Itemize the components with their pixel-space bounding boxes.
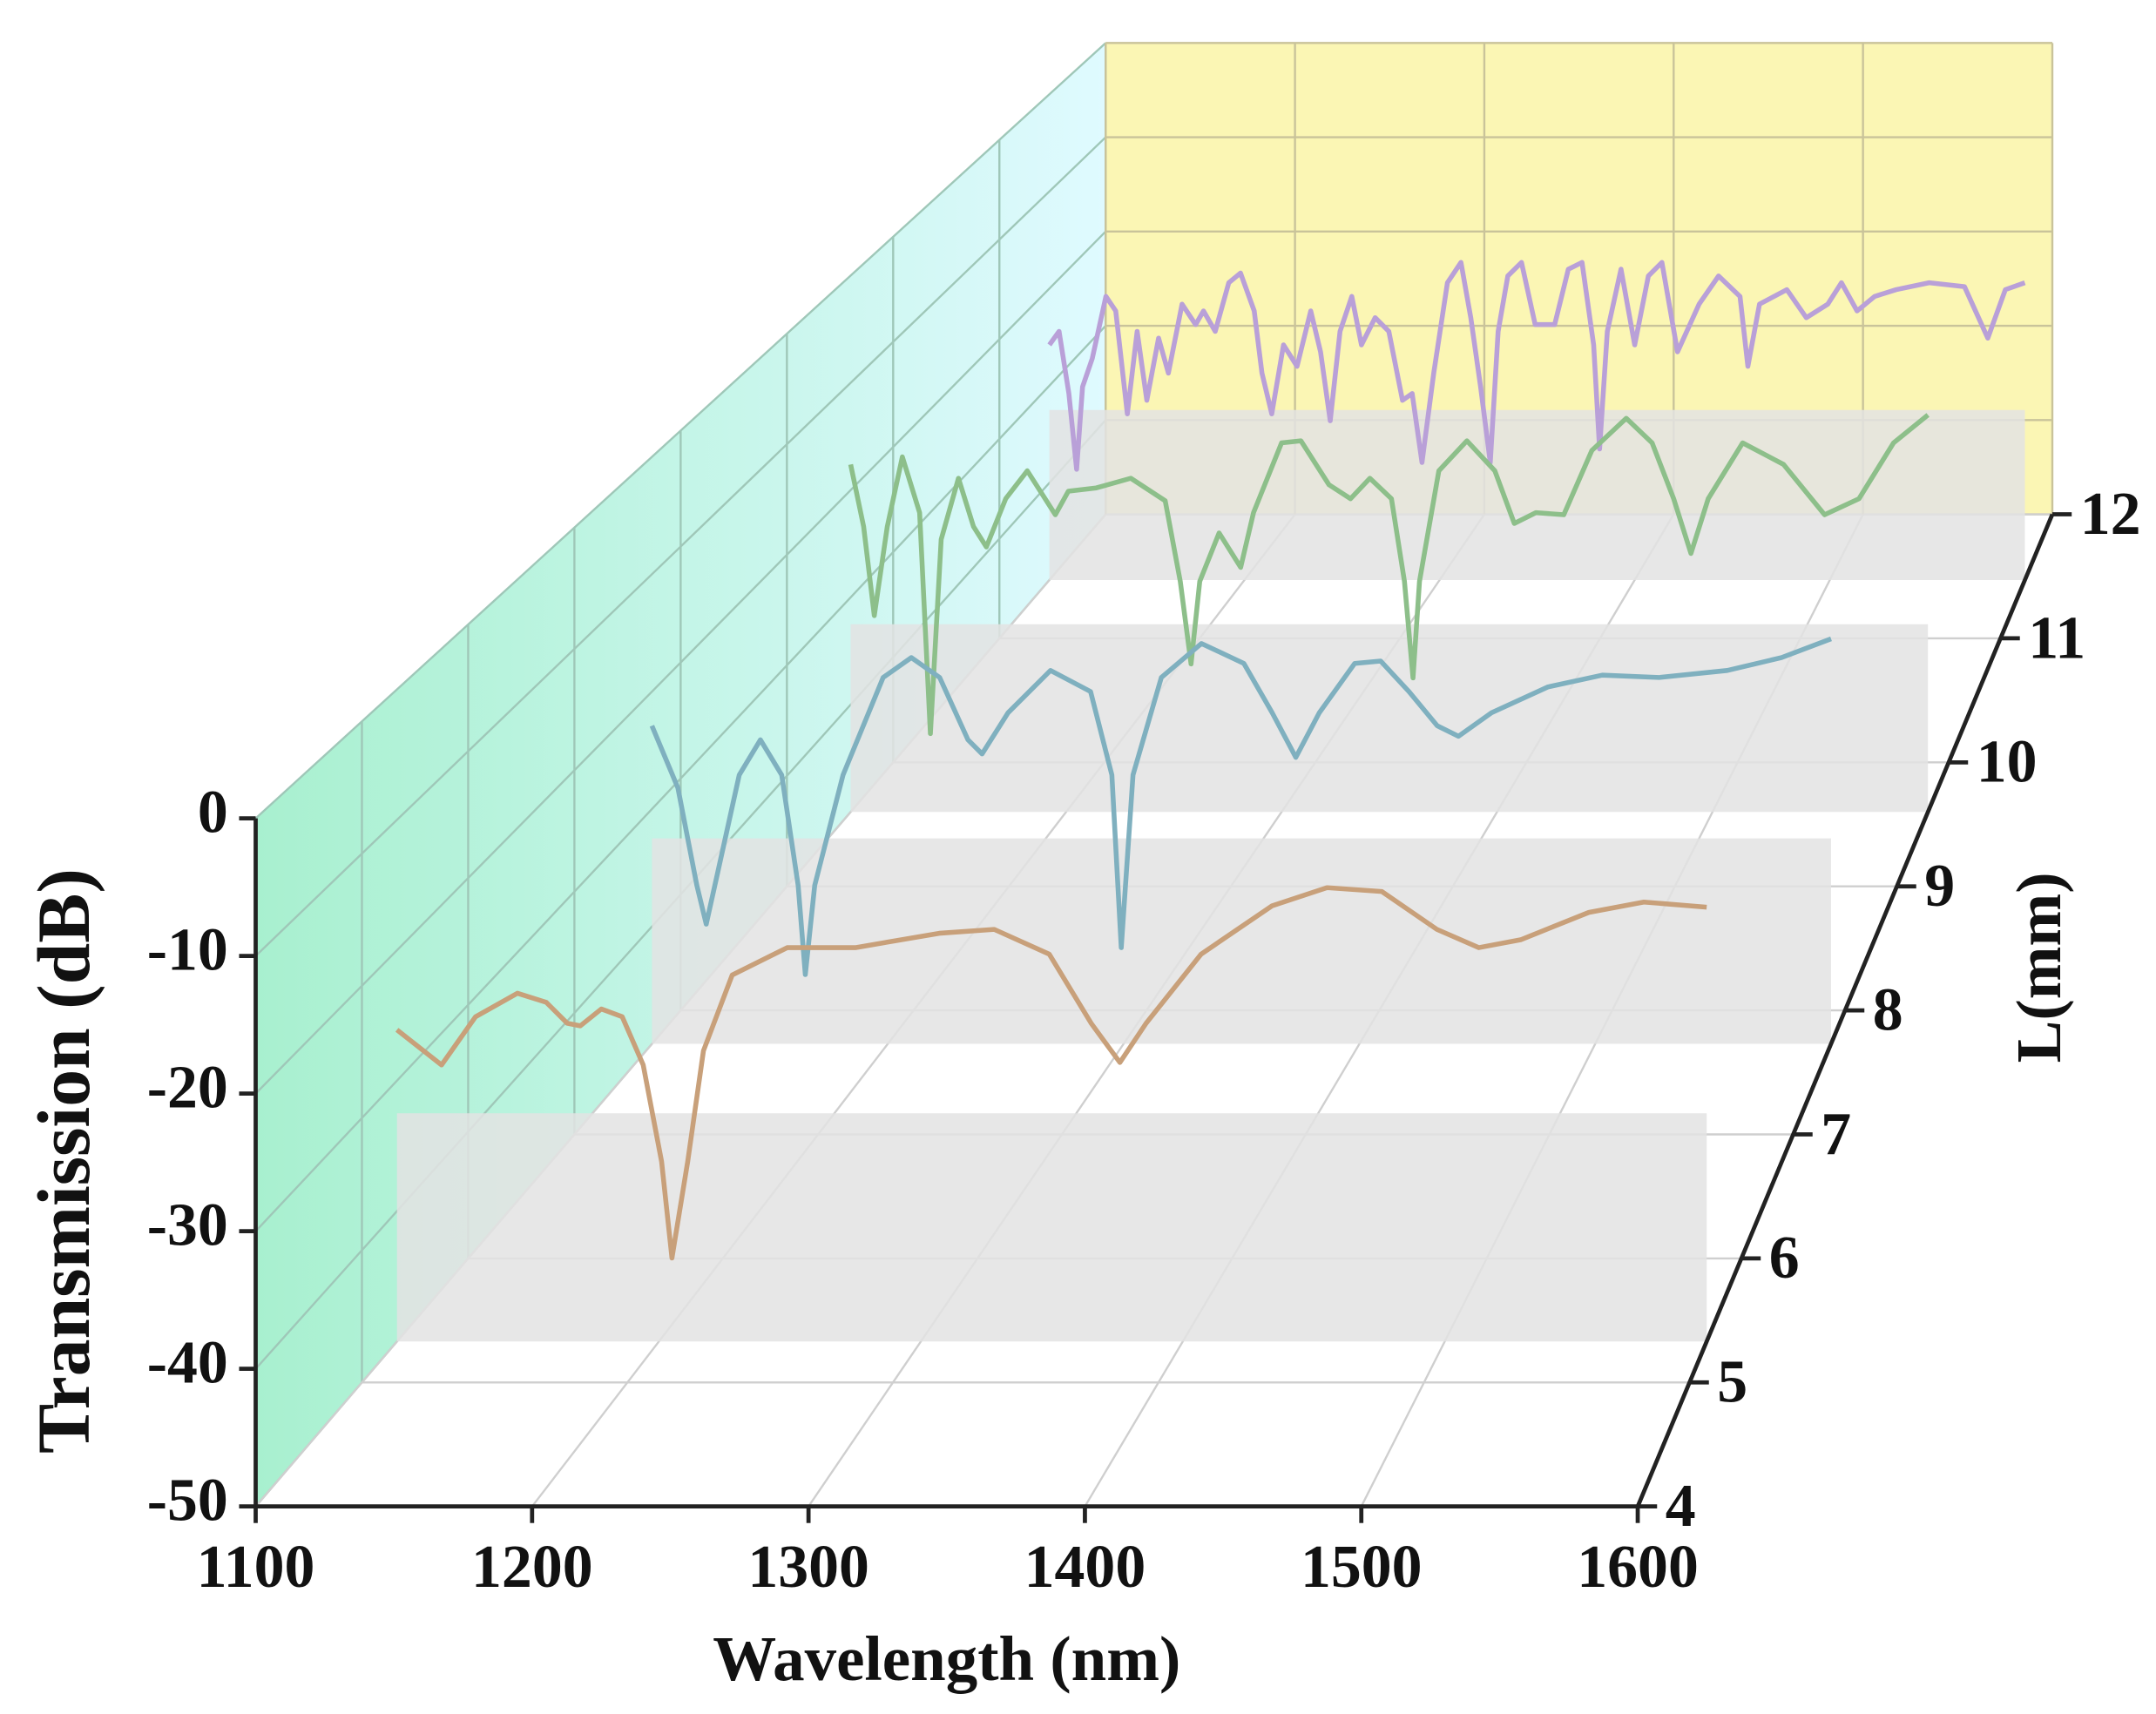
y-tick-label: -40 [147,1330,228,1397]
series-line [395,885,1707,1261]
x-tick-label: 1400 [1024,1534,1146,1601]
x-tick-label: 1200 [471,1534,593,1601]
y-tick-label: 0 [198,779,228,847]
x-tick-label: 1300 [747,1534,869,1601]
z-tick-label: 9 [1924,853,1955,920]
series-panel [396,1113,1707,1342]
z-tick-label: 5 [1717,1349,1747,1416]
series-line [848,413,1930,737]
z-tick-label: 11 [2028,604,2085,671]
z-tick-label: 6 [1769,1225,1800,1292]
z-tick-label: 10 [1977,729,2038,796]
y-axis-title: Transmission (dB) [23,868,105,1454]
y-tick-label: -50 [147,1468,228,1535]
series-panel [850,624,1929,813]
y-tick-label: -10 [147,917,228,984]
y-tick-label: -30 [147,1192,228,1259]
x-tick-label: 1500 [1301,1534,1423,1601]
z-tick-label: 12 [2080,481,2141,548]
series-line [649,636,1832,977]
z-tick-label: 4 [1666,1473,1696,1540]
z-tick-label: 7 [1821,1101,1851,1168]
x-tick-label: 1600 [1577,1534,1699,1601]
z-tick-label: 8 [1873,976,1903,1043]
series-panel [1049,409,2025,581]
series-line [1047,260,2026,472]
z-axis-title: L(mm) [2004,873,2074,1063]
x-tick-label: 1100 [197,1534,315,1601]
back-wall [1105,43,2053,515]
plot [395,260,2026,1342]
series-panel [652,838,1831,1044]
x-axis-title: Wavelength (nm) [713,1623,1180,1694]
y-tick-label: -20 [147,1055,228,1122]
